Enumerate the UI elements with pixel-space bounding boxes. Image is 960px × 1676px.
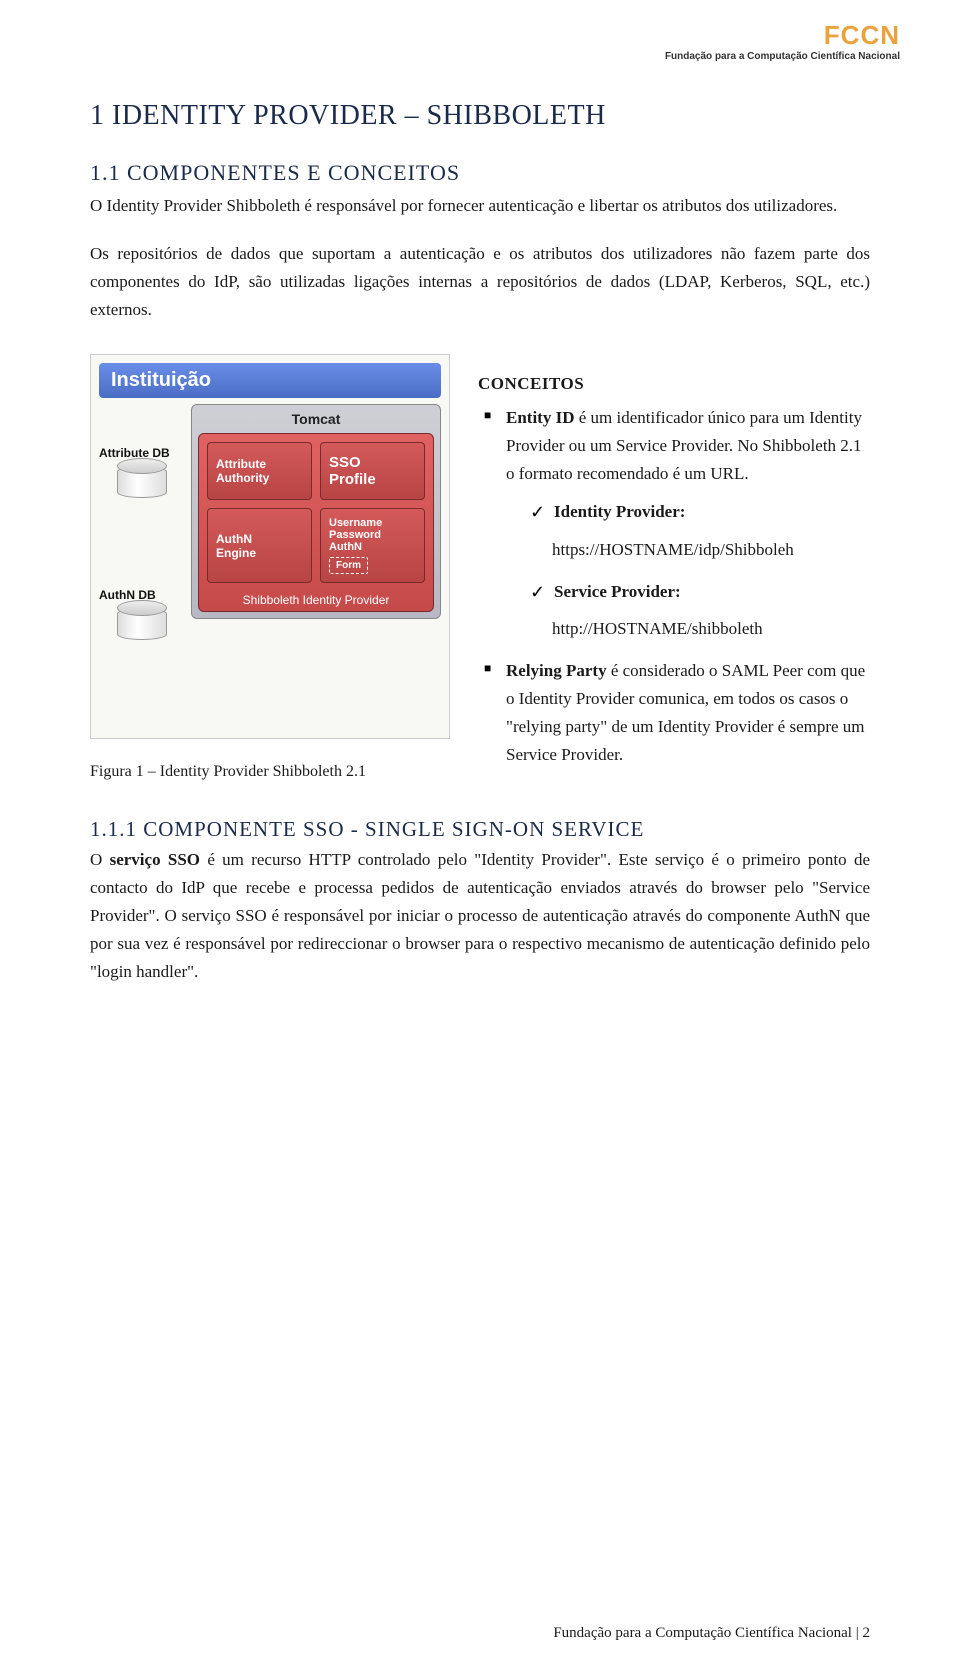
diagram-title: Instituição (99, 363, 441, 398)
attribute-authority-cell: Attribute Authority (207, 442, 312, 500)
idp-url: https://HOSTNAME/idp/Shibboleh (552, 536, 870, 564)
tomcat-container: Tomcat Attribute Authority SSO Profile A… (191, 404, 441, 619)
two-column-section: Instituição Attribute DB AuthN DB To (90, 354, 870, 781)
entity-id-label: Entity ID (506, 408, 574, 427)
left-column: Instituição Attribute DB AuthN DB To (90, 354, 450, 781)
paragraph-sso: O serviço SSO é um recurso HTTP controla… (90, 846, 870, 986)
upa-label: Username Password AuthN (329, 517, 382, 553)
paragraph-intro-1: O Identity Provider Shibboleth é respons… (90, 192, 870, 220)
authn-engine-cell: AuthN Engine (207, 508, 312, 583)
shib-row-1: Attribute Authority SSO Profile (207, 442, 425, 500)
logo-text: FCCN (665, 20, 900, 51)
provider-list: Identity Provider: (526, 498, 870, 525)
sp-url: http://HOSTNAME/shibboleth (552, 615, 870, 643)
heading-3: 1.1.1 COMPONENTE SSO - SINGLE SIGN-ON SE… (90, 817, 870, 842)
sp-check: Service Provider: (526, 578, 870, 605)
shibboleth-box: Attribute Authority SSO Profile AuthN En… (198, 433, 434, 612)
attribute-db-group: Attribute DB (99, 446, 185, 510)
conceitos-heading: CONCEITOS (478, 374, 870, 394)
right-column: CONCEITOS Entity ID é um identificador ú… (478, 354, 870, 781)
para3-pre: O (90, 850, 110, 869)
heading-1: 1 IDENTITY PROVIDER – SHIBBOLETH (90, 100, 870, 132)
relying-party-item: Relying Party é considerado o SAML Peer … (478, 657, 870, 769)
form-label: Form (329, 557, 368, 574)
figure-caption: Figura 1 – Identity Provider Shibboleth … (90, 763, 450, 781)
database-icon (109, 602, 175, 648)
provider-list-2: Service Provider: (526, 578, 870, 605)
diagram-body: Attribute DB AuthN DB Tomcat Attribute (99, 404, 441, 730)
para3-post: é um recurso HTTP controlado pelo "Ident… (90, 850, 870, 981)
idp-check: Identity Provider: (526, 498, 870, 525)
paragraph-intro-2: Os repositórios de dados que suportam a … (90, 240, 870, 324)
conceitos-list: Entity ID é um identificador único para … (478, 404, 870, 769)
database-icon (109, 460, 175, 506)
sso-profile-cell: SSO Profile (320, 442, 425, 500)
page-header: FCCN Fundação para a Computação Científi… (665, 20, 900, 62)
tomcat-label: Tomcat (198, 411, 434, 427)
heading-2: 1.1 COMPONENTES E CONCEITOS (90, 160, 870, 186)
rp-label: Relying Party (506, 661, 607, 680)
entity-id-item: Entity ID é um identificador único para … (478, 404, 870, 643)
page-content: 1 IDENTITY PROVIDER – SHIBBOLETH 1.1 COM… (90, 100, 870, 986)
username-password-cell: Username Password AuthN Form (320, 508, 425, 583)
diagram-sidebar: Attribute DB AuthN DB (99, 404, 185, 730)
page-footer: Fundação para a Computação Científica Na… (553, 1625, 870, 1642)
shibboleth-footer: Shibboleth Identity Provider (207, 591, 425, 607)
logo-subtitle: Fundação para a Computação Científica Na… (665, 51, 900, 62)
authn-db-group: AuthN DB (99, 588, 185, 652)
para3-bold: serviço SSO (110, 850, 200, 869)
page-number: 2 (863, 1625, 871, 1641)
footer-text: Fundação para a Computação Científica Na… (553, 1625, 852, 1641)
shib-row-2: AuthN Engine Username Password AuthN For… (207, 508, 425, 583)
architecture-diagram: Instituição Attribute DB AuthN DB To (90, 354, 450, 739)
